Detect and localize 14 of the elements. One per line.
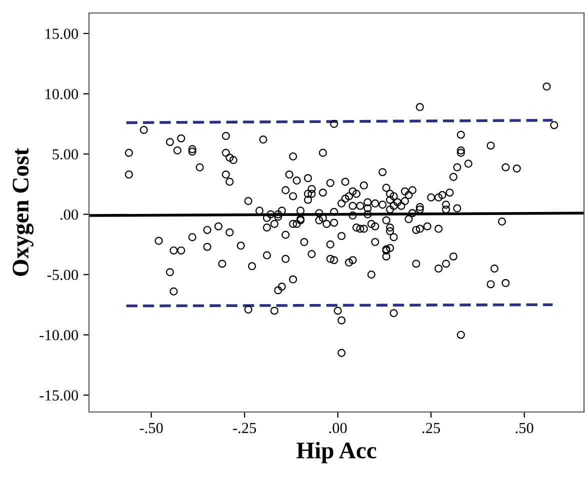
y-tick-label: -5.00 bbox=[47, 270, 78, 280]
y-axis-title: Oxygen Cost bbox=[12, 148, 34, 276]
y-tick-label: -10.00 bbox=[40, 330, 78, 340]
x-axis-title: Hip Acc bbox=[296, 442, 376, 464]
y-tick-label: -15.00 bbox=[40, 390, 78, 401]
y-tick-label: 5.00 bbox=[52, 149, 78, 160]
x-tick-label: .25 bbox=[422, 422, 440, 434]
x-tick-label: -.50 bbox=[140, 422, 163, 434]
y-tick-label: 15.00 bbox=[46, 28, 78, 40]
x-tick-label: -.25 bbox=[233, 422, 256, 434]
y-tick-label: .00 bbox=[60, 209, 78, 220]
y-tick-label: 10.00 bbox=[46, 88, 78, 100]
x-tick-label: .50 bbox=[516, 422, 534, 434]
x-tick-label: .00 bbox=[329, 422, 347, 434]
